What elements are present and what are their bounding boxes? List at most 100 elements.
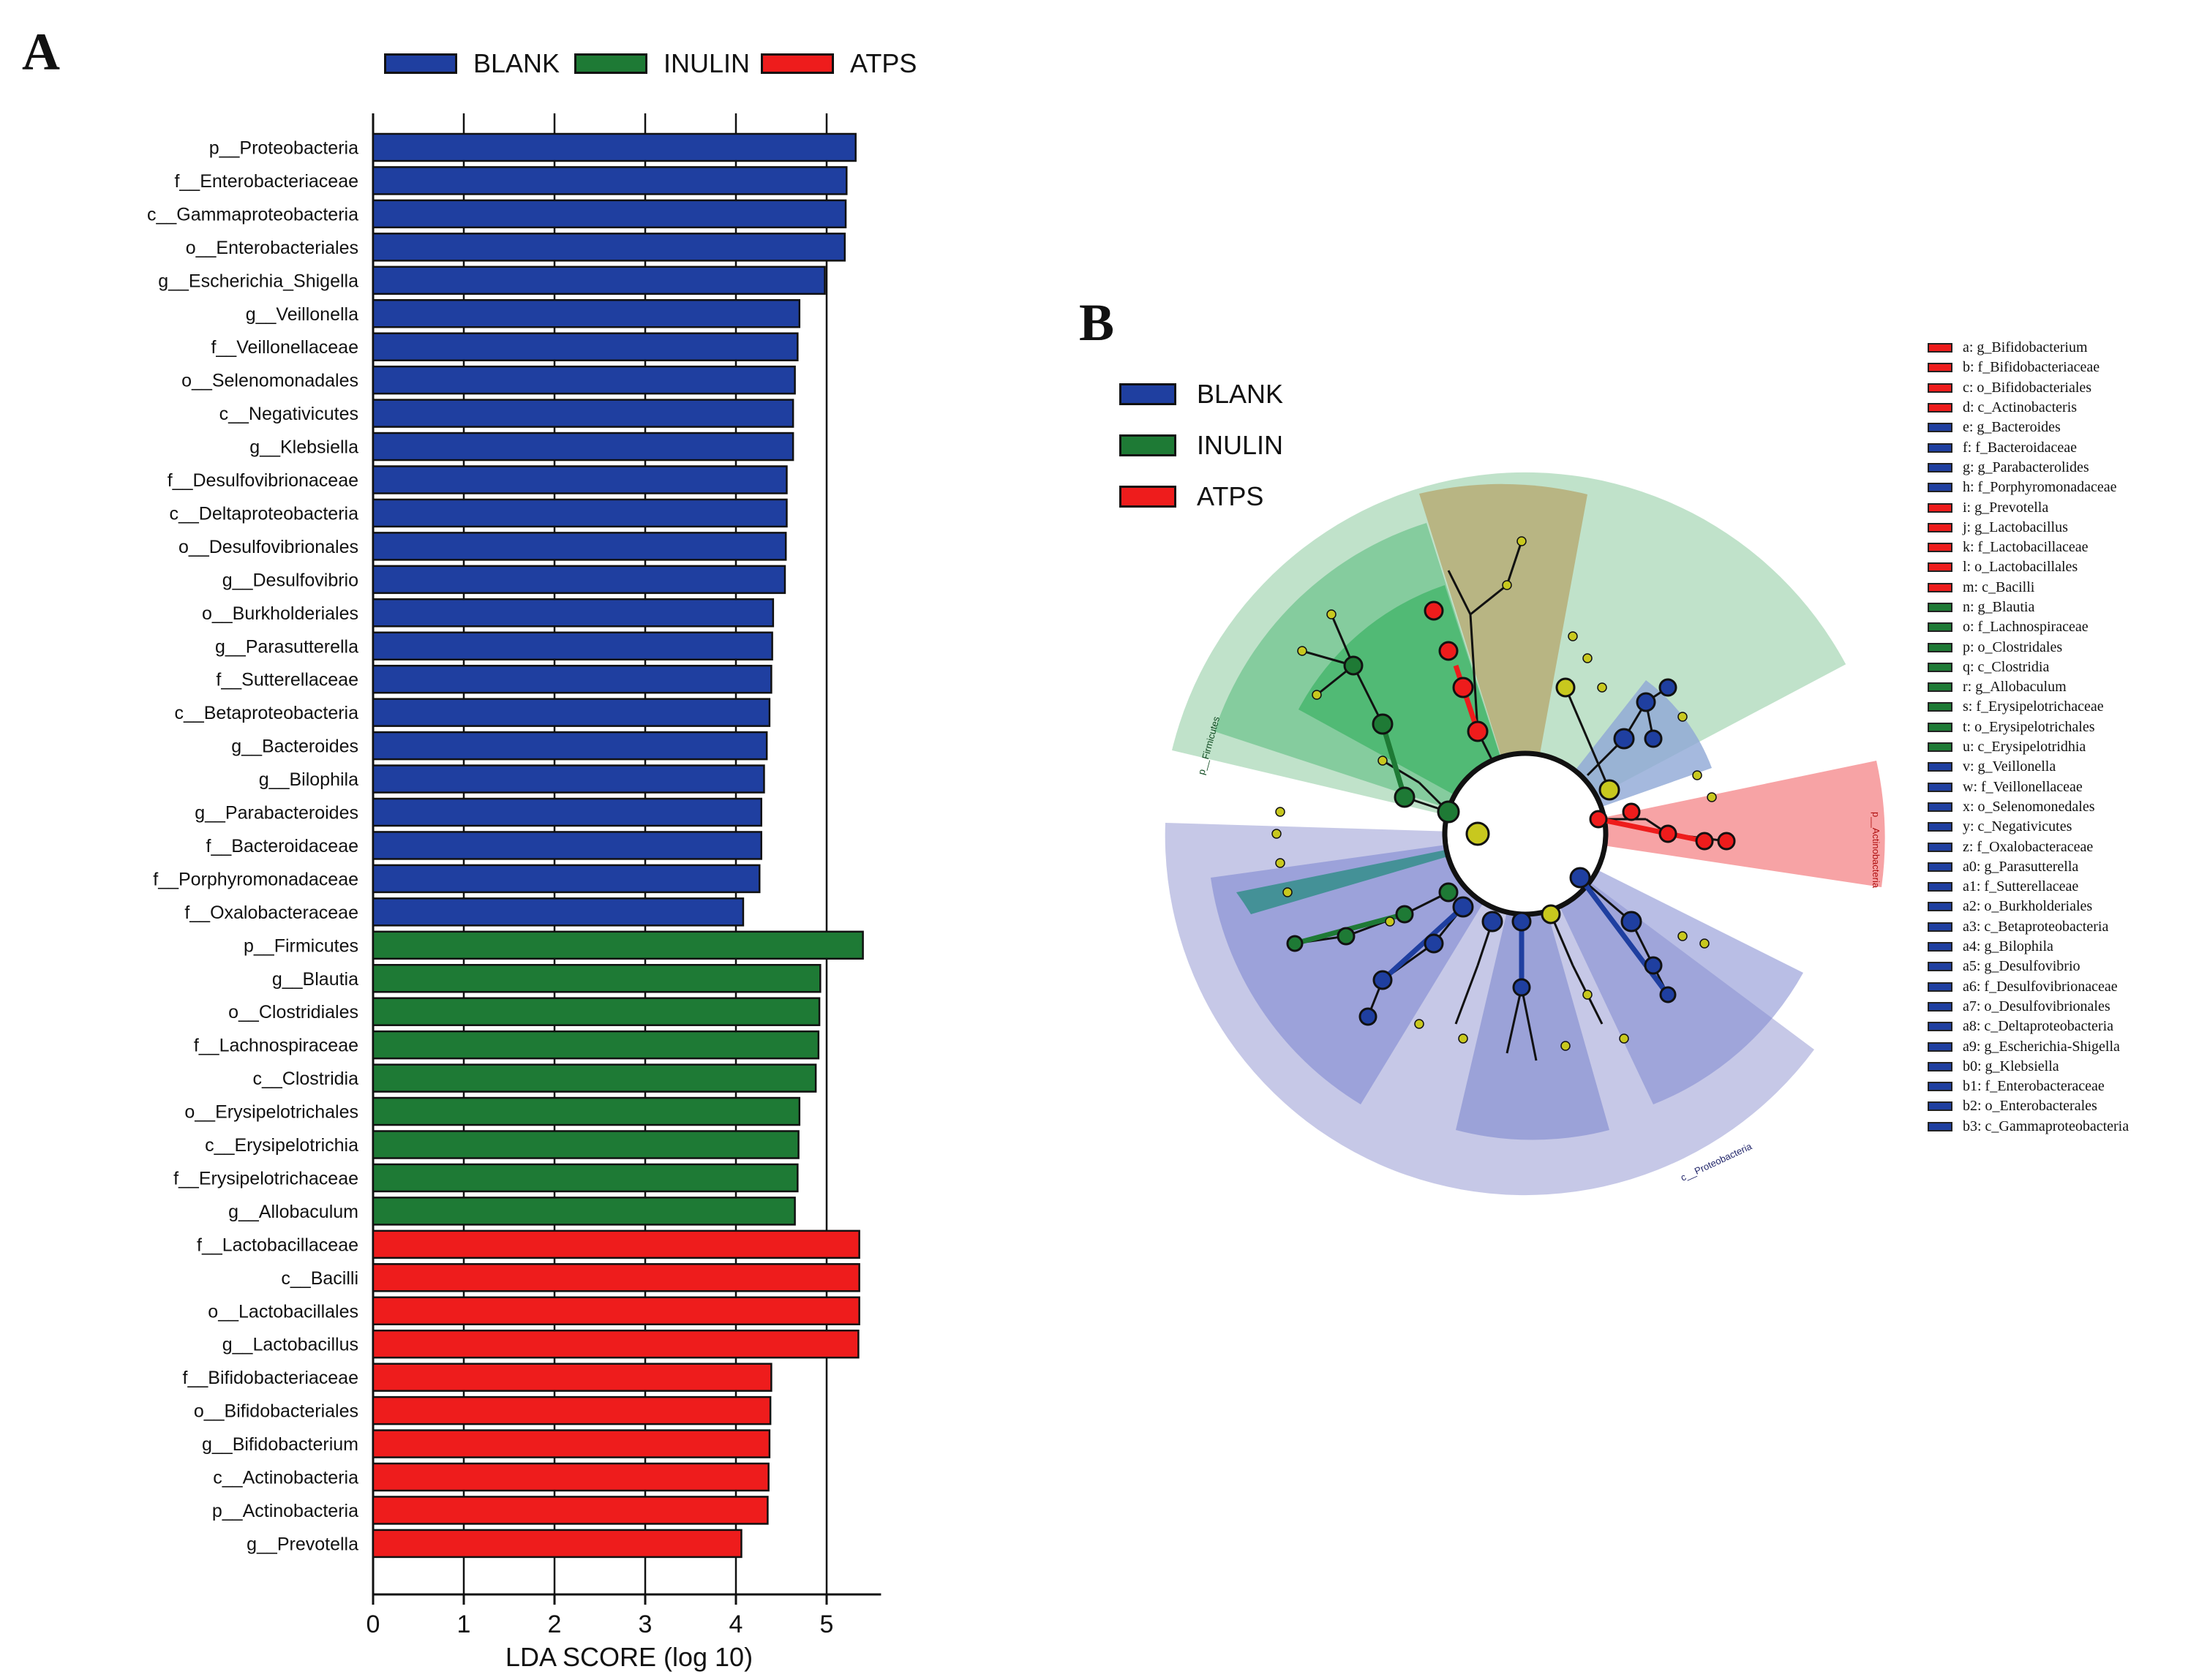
- legend-a-blank-swatch: [384, 53, 457, 74]
- category-label-g__Lactobacillus: g__Lactobacillus: [222, 1335, 358, 1355]
- clade-legend-label: v: g_Veillonella: [1963, 758, 2056, 775]
- x-tick-label-2: 2: [548, 1611, 562, 1638]
- clade-legend-item: a5: g_Desulfovibrio: [1928, 957, 2129, 976]
- clade-legend-item: j: g_Lactobacillus: [1928, 518, 2129, 538]
- legend-a-atps-swatch: [761, 53, 834, 74]
- clade-legend-item: f: f_Bacteroidaceae: [1928, 437, 2129, 457]
- clade-legend-label: e: g_Bacteroides: [1963, 419, 2061, 436]
- category-label-g__Parabacteroides: g__Parabacteroides: [195, 803, 358, 824]
- clade-legend-label: a0: g_Parasutterella: [1963, 858, 2079, 875]
- clade-legend-label: r: g_Allobaculum: [1963, 679, 2067, 696]
- clade-legend-item: b0: g_Klebsiella: [1928, 1057, 2129, 1077]
- bar-o__Selenomonadales: [372, 365, 796, 395]
- bar-f__Desulfovibrionaceae: [372, 465, 788, 494]
- clade-legend-swatch: [1928, 822, 1952, 832]
- clade-legend-item: e: g_Bacteroides: [1928, 418, 2129, 437]
- bar-o__Burkholderiales: [372, 598, 775, 628]
- clade-legend-label: x: o_Selenomonedales: [1963, 798, 2095, 815]
- clade-legend-label: a: g_Bifidobacterium: [1963, 339, 2088, 356]
- clade-legend-label: b2: o_Enterobacterales: [1963, 1098, 2097, 1115]
- clade-legend-item: w: f_Veillonellaceae: [1928, 777, 2129, 797]
- clade-legend-label: a5: g_Desulfovibrio: [1963, 958, 2080, 975]
- legend-a-atps: ATPS: [761, 48, 917, 79]
- legend-b-atps-label: ATPS: [1197, 481, 1264, 511]
- clade-legend-item: y: c_Negativicutes: [1928, 817, 2129, 837]
- clade-legend-item: a6: f_Desulfovibrionaceae: [1928, 977, 2129, 997]
- bar-f__Oxalobacteraceae: [372, 897, 745, 927]
- clade-legend-item: r: g_Allobaculum: [1928, 677, 2129, 697]
- clade-legend-label: f: f_Bacteroidaceae: [1963, 439, 2078, 456]
- legend-b-blank-label: BLANK: [1197, 379, 1284, 409]
- bar-f__Veillonellaceae: [372, 332, 799, 361]
- x-tick-label-4: 4: [729, 1611, 743, 1638]
- x-tick-label-5: 5: [820, 1611, 834, 1638]
- legend-a-inulin-swatch: [574, 53, 647, 74]
- cladogram: p__Actinobacteria c__Proteobacteria p__F…: [1165, 472, 1885, 1196]
- clade-legend-item: a9: g_Escherichia-Shigella: [1928, 1036, 2129, 1056]
- bar-g__Lactobacillus: [372, 1329, 860, 1359]
- clade-legend-swatch: [1928, 1022, 1952, 1032]
- clade-legend-swatch: [1928, 882, 1952, 892]
- legend-b-atps: ATPS: [1119, 481, 1263, 512]
- category-label-o__Selenomonadales: o__Selenomonadales: [181, 371, 358, 391]
- clade-legend-item: l: o_Lactobacillales: [1928, 557, 2129, 577]
- bar-c__Clostridia: [372, 1063, 817, 1093]
- legend-a-blank-label: BLANK: [473, 48, 560, 78]
- clade-nodes: [1286, 600, 1736, 1026]
- category-label-g__Escherichia_Shigella: g__Escherichia_Shigella: [158, 271, 358, 291]
- legend-a-inulin-label: INULIN: [664, 48, 751, 78]
- sector-gamma: [1525, 834, 1803, 1104]
- clade-legend-item: n: g_Blautia: [1928, 598, 2129, 617]
- clade-legend-swatch: [1928, 403, 1952, 413]
- clade-legend-item: d: c_Actinobacteris: [1928, 398, 2129, 418]
- clade-legend-item: o: f_Lachnospiraceae: [1928, 617, 2129, 637]
- clade-legend-label: a6: f_Desulfovibrionaceae: [1963, 978, 2118, 995]
- clade-label-actinobacteria: p__Actinobacteria: [1871, 812, 1882, 889]
- bar-c__Betaproteobacteria: [372, 698, 771, 727]
- clade-legend-swatch: [1928, 742, 1952, 753]
- clade-legend-swatch: [1928, 962, 1952, 972]
- clade-legend-item: a2: o_Burkholderiales: [1928, 897, 2129, 916]
- category-label-c__Deltaproteobacteria: c__Deltaproteobacteria: [170, 503, 359, 524]
- bar-g__Escherichia_Shigella: [372, 265, 826, 295]
- bar-g__Parabacteroides: [372, 797, 762, 827]
- clade-legend-swatch: [1928, 1082, 1952, 1092]
- clade-leaf-dots: [1271, 536, 1717, 1051]
- bar-o__Erysipelotrichales: [372, 1096, 801, 1126]
- clade-legend-swatch: [1928, 1121, 1952, 1131]
- category-label-c__Bacilli: c__Bacilli: [281, 1268, 358, 1289]
- clade-legend-label: w: f_Veillonellaceae: [1963, 778, 2083, 795]
- bar-c__Deltaproteobacteria: [372, 498, 788, 528]
- category-label-o__Enterobacteriales: o__Enterobacteriales: [186, 238, 358, 258]
- bar-o__Desulfovibrionales: [372, 532, 787, 561]
- bar-c__Bacilli: [372, 1263, 860, 1292]
- clade-legend-swatch: [1928, 802, 1952, 812]
- clade-legend-label: s: f_Erysipelotrichaceae: [1963, 698, 2104, 715]
- category-label-g__Klebsiella: g__Klebsiella: [249, 437, 358, 458]
- bar-g__Bifidobacterium: [372, 1429, 771, 1458]
- category-label-c__Negativicutes: c__Negativicutes: [219, 404, 358, 424]
- clade-legend-label: p: o_Clostridales: [1963, 639, 2063, 655]
- category-label-g__Parasutterella: g__Parasutterella: [215, 636, 358, 657]
- category-label-f__Lachnospiraceae: f__Lachnospiraceae: [194, 1036, 358, 1056]
- clade-legend-swatch: [1928, 622, 1952, 633]
- clade-legend-item: t: o_Erysipelotrichales: [1928, 717, 2129, 737]
- bar-o__Bifidobacteriales: [372, 1395, 772, 1425]
- category-label-f__Veillonellaceae: f__Veillonellaceae: [211, 337, 358, 358]
- bar-c__Erysipelotrichia: [372, 1130, 800, 1159]
- category-label-f__Oxalobacteraceae: f__Oxalobacteraceae: [184, 903, 358, 923]
- clade-legend-label: a2: o_Burkholderiales: [1963, 898, 2093, 915]
- clade-legend-swatch: [1928, 1061, 1952, 1071]
- clade-legend-label: b3: c_Gammaproteobacteria: [1963, 1118, 2130, 1134]
- clade-legend-item: a7: o_Desulfovibrionales: [1928, 997, 2129, 1017]
- cladogram-legend: a: g_Bifidobacterium b: f_Bifidobacteriac…: [1928, 338, 2129, 1137]
- category-label-g__Prevotella: g__Prevotella: [247, 1534, 358, 1554]
- clade-legend-swatch: [1928, 902, 1952, 912]
- sector-actinobacteria: [1525, 761, 1885, 887]
- clade-legend-swatch: [1928, 1041, 1952, 1052]
- clade-legend-swatch: [1928, 682, 1952, 693]
- panel-label-a: A: [22, 23, 60, 81]
- clade-legend-item: a: g_Bifidobacterium: [1928, 338, 2129, 358]
- category-label-o__Clostridiales: o__Clostridiales: [228, 1002, 358, 1022]
- bar-c__Negativicutes: [372, 399, 794, 428]
